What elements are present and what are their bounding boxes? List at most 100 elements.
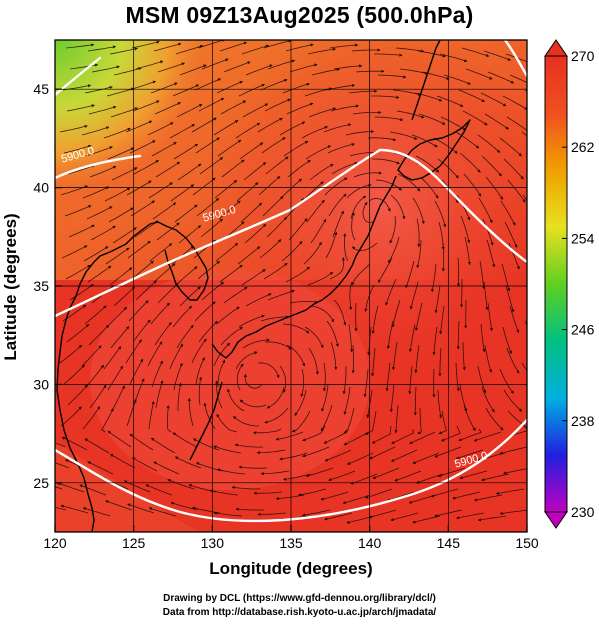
streamline-304: [349, 150, 379, 157]
streamline-277: [333, 64, 363, 70]
streamline-286: [325, 231, 338, 259]
streamline-470: [501, 263, 511, 292]
streamline-216: [266, 216, 287, 238]
streamline-415: [465, 68, 493, 80]
streamline-164: [220, 100, 247, 115]
streamline-162: [223, 61, 251, 73]
colorbar-max-arrow: [544, 39, 568, 57]
streamline-188: [235, 122, 261, 139]
streamline-34: [87, 265, 112, 283]
streamline-129: [176, 324, 194, 349]
credit-line-data: Data from http://database.rish.kyoto-u.a…: [162, 607, 437, 618]
streamline-359: [391, 341, 398, 371]
streamline-241: [285, 266, 311, 283]
streamline-126: [175, 266, 198, 286]
streamline-497: [529, 342, 545, 365]
streamline-77: [130, 200, 155, 217]
streamline-446: [486, 239, 496, 268]
streamline-23: [87, 45, 117, 52]
streamline-28: [85, 146, 113, 157]
streamline-33: [83, 246, 109, 262]
streamline-172: [219, 264, 243, 283]
colorbar-tick-label-262: 262: [571, 139, 595, 155]
x-axis: 120 125 130 135 140 145 150: [43, 525, 539, 551]
streamline-320: [320, 491, 349, 501]
streamline-118: [176, 104, 203, 118]
streamline-477: [507, 410, 527, 429]
streamline-452: [477, 365, 487, 394]
streamline-14: [66, 324, 90, 343]
streamline-387: [390, 449, 418, 462]
streamline-314: [342, 366, 347, 395]
streamline-252: [257, 512, 287, 516]
colorbar-tick-label-270: 270: [571, 48, 595, 64]
streamline-46: [109, 47, 138, 55]
streamline-349: [389, 131, 418, 140]
streamline-425: [459, 279, 464, 308]
streamline-358: [386, 320, 394, 350]
streamline-467: [500, 200, 516, 226]
streamline-211: [257, 117, 283, 133]
streamline-386: [391, 428, 414, 444]
streamline-469: [508, 242, 520, 270]
contour-5900-topright: [503, 40, 527, 78]
streamline-422: [460, 215, 471, 244]
streamline-32: [90, 225, 116, 241]
streamline-149: [197, 260, 221, 280]
streamline-291: [323, 362, 327, 392]
streamline-213: [265, 156, 289, 175]
streamline-60: [110, 326, 130, 349]
streamline-295: [302, 446, 330, 458]
streamline-218: [263, 262, 288, 280]
streamline-31: [86, 206, 113, 220]
contour-5900-main: [55, 148, 527, 318]
streamline-429: [455, 362, 460, 392]
streamline-407: [437, 389, 443, 419]
streamline-187: [242, 103, 269, 118]
streamline-306: [346, 183, 372, 199]
colorbar-tick-label-230: 230: [571, 504, 595, 520]
streamline-375: [412, 197, 425, 225]
streamline-346: [399, 68, 429, 75]
streamline-390: [390, 512, 419, 522]
streamline-466: [507, 179, 526, 203]
streamline-250: [260, 470, 290, 476]
streamline-240: [281, 240, 303, 262]
streamline-431: [463, 404, 476, 431]
streamline-247: [264, 407, 289, 424]
streamline-312: [348, 323, 354, 353]
streamline-91: [105, 500, 133, 511]
streamline-416: [458, 89, 485, 102]
streamline-80: [131, 260, 154, 280]
streamline-47: [113, 67, 142, 76]
x-axis-label: Longitude (degrees): [209, 559, 372, 578]
streamline-130: [169, 343, 184, 370]
streamline-445: [482, 218, 494, 246]
streamline-268: [300, 368, 305, 398]
streamline-29: [89, 166, 117, 178]
streamline-334: [371, 305, 379, 335]
streamline-417: [462, 110, 488, 126]
x-tick-label-135: 135: [279, 535, 303, 551]
streamline-269: [294, 389, 307, 416]
streamline-325: [374, 116, 404, 122]
streamline-139: [201, 58, 229, 70]
streamline-428: [462, 341, 466, 371]
streamline-364: [369, 446, 396, 460]
streamline-242: [289, 300, 319, 304]
streamline-403: [439, 305, 445, 335]
field-southwest: [55, 440, 200, 532]
streamline-414: [461, 47, 490, 57]
streamline-16: [63, 364, 85, 385]
streamline-194: [237, 246, 261, 265]
streamline-370: [414, 92, 443, 102]
streamline-25: [84, 85, 113, 94]
streamline-475: [499, 368, 514, 394]
streamline-438: [487, 71, 515, 84]
streamline-309: [343, 233, 349, 262]
streamline-430: [459, 383, 468, 412]
streamline-379: [409, 281, 419, 310]
streamline-391: [439, 53, 468, 63]
y-axis: 25 30 35 40 45: [33, 81, 62, 491]
streamline-165: [213, 120, 239, 136]
